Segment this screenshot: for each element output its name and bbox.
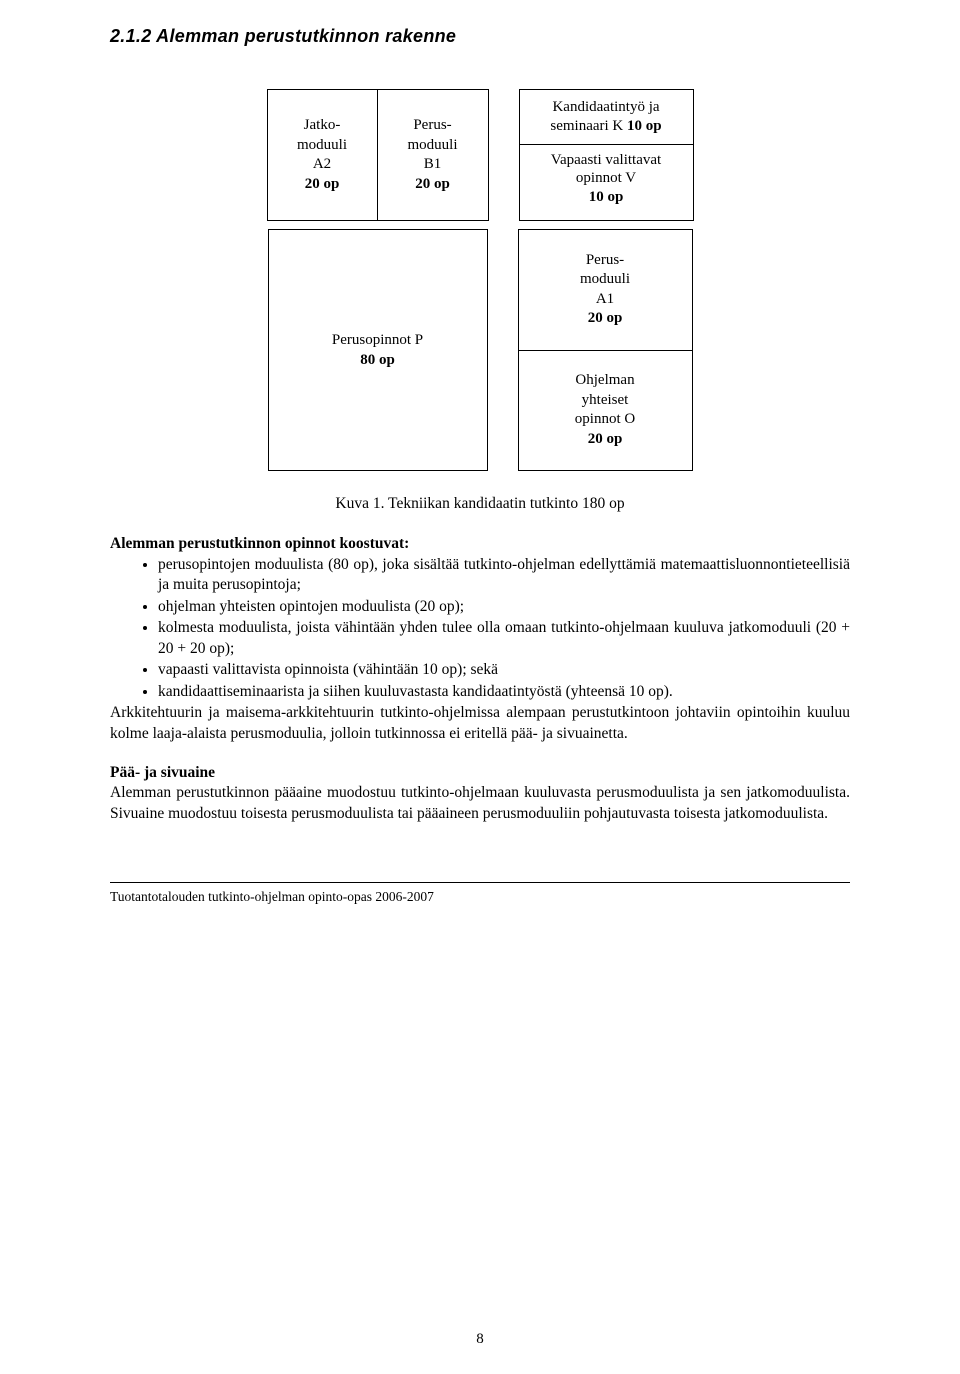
cell-p: Perusopinnot P 80 op bbox=[268, 229, 488, 471]
diagram-top-row: Jatko- moduuli A2 20 op Perus- moduuli B… bbox=[110, 89, 850, 221]
cell-a1: Perus- moduuli A1 20 op bbox=[519, 230, 692, 351]
section-heading: 2.1.2 Alemman perustutkinnon rakenne bbox=[110, 26, 850, 47]
a2-l2: moduuli bbox=[297, 136, 347, 156]
a1-l2: moduuli bbox=[580, 270, 630, 290]
sub-block: Pää- ja sivuaine Alemman perustutkinnon … bbox=[110, 764, 850, 824]
o-l4: 20 op bbox=[588, 430, 623, 450]
cell-k: Kandidaatintyö ja seminaari K 10 op bbox=[520, 90, 693, 145]
a1-l3: A1 bbox=[596, 290, 614, 310]
k-l2a: seminaari K bbox=[550, 118, 627, 134]
b1-l4: 20 op bbox=[415, 175, 450, 195]
figure-caption: Kuva 1. Tekniikan kandidaatin tutkinto 1… bbox=[110, 495, 850, 513]
diagram-bottom-row: Perusopinnot P 80 op Perus- moduuli A1 2… bbox=[110, 229, 850, 471]
cell-o: Ohjelman yhteiset opinnot O 20 op bbox=[519, 351, 692, 471]
diagram-top-right: Kandidaatintyö ja seminaari K 10 op Vapa… bbox=[519, 89, 694, 221]
v-l1: Vapaasti valittavat bbox=[524, 151, 689, 170]
cell-v: Vapaasti valittavat opinnot V 10 op bbox=[520, 145, 693, 213]
list-item: kolmesta moduulista, joista vähintään yh… bbox=[158, 618, 850, 659]
o-l3: opinnot O bbox=[575, 410, 635, 430]
o-l1: Ohjelman bbox=[575, 371, 634, 391]
p-l2: 80 op bbox=[360, 350, 395, 370]
v-l2: opinnot V bbox=[524, 169, 689, 188]
cell-b1: Perus- moduuli B1 20 op bbox=[378, 90, 488, 220]
list-item: ohjelman yhteisten opintojen moduulista … bbox=[158, 597, 850, 617]
a1-l4: 20 op bbox=[588, 309, 623, 329]
b1-l2: moduuli bbox=[407, 136, 457, 156]
v-l3: 10 op bbox=[524, 188, 689, 207]
footer-text: Tuotantotalouden tutkinto-ohjelman opint… bbox=[110, 889, 850, 905]
o-l2: yhteiset bbox=[582, 391, 629, 411]
a2-l1: Jatko- bbox=[304, 116, 341, 136]
list-item: vapaasti valittavista opinnoista (vähint… bbox=[158, 660, 850, 680]
spacer-top bbox=[489, 89, 519, 221]
a1-l1: Perus- bbox=[586, 251, 624, 271]
k-l1: Kandidaatintyö ja bbox=[524, 98, 689, 117]
page-number: 8 bbox=[0, 1331, 960, 1348]
list-item: perusopintojen moduulista (80 op), joka … bbox=[158, 555, 850, 596]
after-bullets-text: Arkkitehtuurin ja maisema-arkkitehtuurin… bbox=[110, 703, 850, 744]
spacer-bottom bbox=[488, 229, 518, 471]
a2-l4: 20 op bbox=[305, 175, 340, 195]
diagram-top-left: Jatko- moduuli A2 20 op Perus- moduuli B… bbox=[267, 89, 489, 221]
cell-a2: Jatko- moduuli A2 20 op bbox=[268, 90, 378, 220]
list-item: kandidaattiseminaarista ja siihen kuuluv… bbox=[158, 682, 850, 702]
k-l2b: 10 op bbox=[627, 118, 662, 134]
k-l2: seminaari K 10 op bbox=[524, 117, 689, 136]
a2-l3: A2 bbox=[313, 155, 331, 175]
bullet-list: perusopintojen moduulista (80 op), joka … bbox=[110, 555, 850, 702]
footer-divider bbox=[110, 882, 850, 883]
sub-heading: Pää- ja sivuaine bbox=[110, 764, 850, 782]
diagram-bottom-right: Perus- moduuli A1 20 op Ohjelman yhteise… bbox=[518, 229, 693, 471]
intro-heading: Alemman perustutkinnon opinnot koostuvat… bbox=[110, 535, 850, 553]
bullets-block: Alemman perustutkinnon opinnot koostuvat… bbox=[110, 535, 850, 744]
b1-l1: Perus- bbox=[413, 116, 451, 136]
b1-l3: B1 bbox=[424, 155, 442, 175]
p-l1: Perusopinnot P bbox=[332, 330, 423, 350]
sub-text: Alemman perustutkinnon pääaine muodostuu… bbox=[110, 783, 850, 824]
